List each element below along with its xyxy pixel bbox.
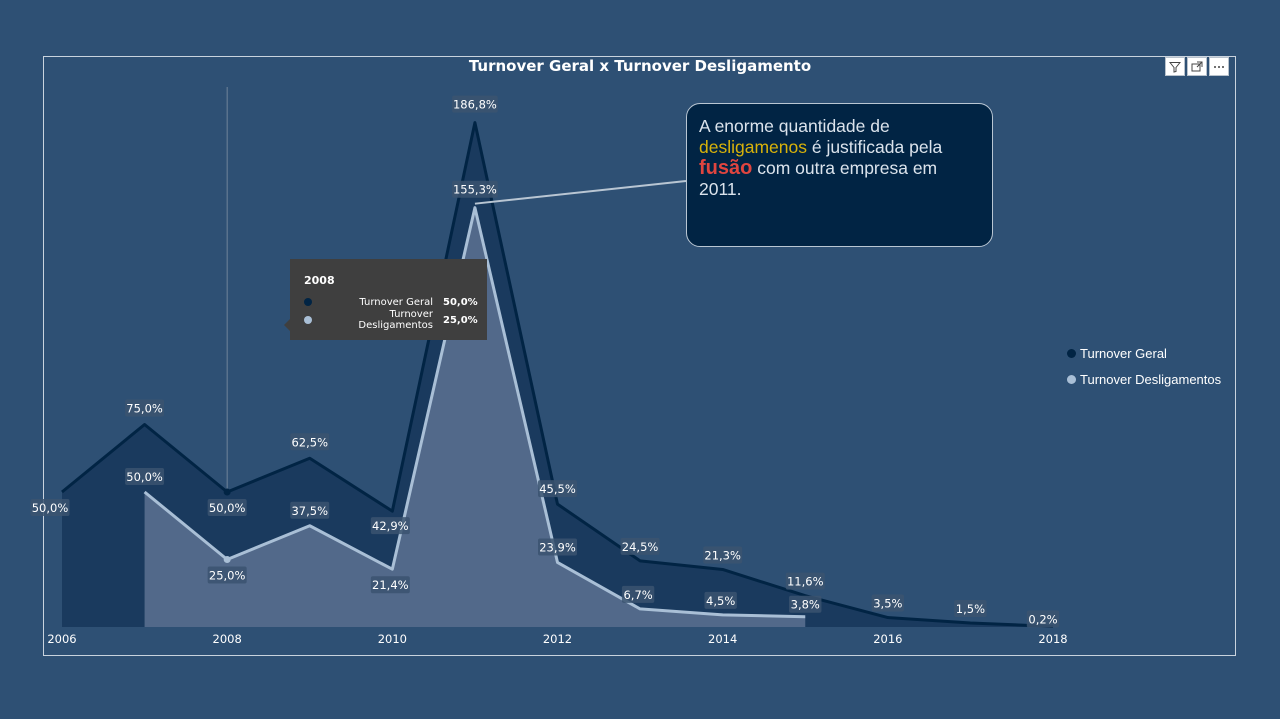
data-label-bg <box>538 480 577 498</box>
data-label: 186,8% <box>453 98 497 112</box>
more-options-icon[interactable] <box>1209 57 1229 76</box>
tooltip-series-label: Turnover Geral <box>359 296 433 308</box>
series-area-0 <box>62 122 1053 627</box>
tooltip-series-value: 25,0% <box>443 314 478 326</box>
data-label: 50,0% <box>32 501 69 515</box>
data-label-bg <box>871 594 905 612</box>
legend-item-turnover-geral[interactable]: Turnover Geral <box>1067 345 1221 361</box>
data-label-bg <box>207 499 247 516</box>
data-label-bg <box>452 180 498 198</box>
data-label: 11,6% <box>787 575 824 589</box>
legend-dot <box>1067 374 1076 384</box>
data-label: 1,5% <box>956 602 985 616</box>
tooltip-row: Turnover Desligamentos 25,0% <box>304 309 478 331</box>
data-label: 3,5% <box>873 597 902 611</box>
annotation-highlight-fusao: fusão <box>699 157 753 179</box>
data-label: 25,0% <box>209 569 246 583</box>
tooltip-series-dot <box>304 298 312 306</box>
data-label-bg <box>621 585 655 603</box>
data-label-bg <box>452 95 498 113</box>
x-tick-label: 2016 <box>873 632 902 646</box>
legend-label: Turnover Geral <box>1080 345 1167 361</box>
data-label: 6,7% <box>623 588 652 602</box>
annotation-text-3: com outra empresa em 2011. <box>699 158 938 199</box>
data-label: 21,3% <box>704 548 741 562</box>
data-label: 75,0% <box>126 402 163 416</box>
data-label: 50,0% <box>126 470 163 484</box>
data-label: 37,5% <box>291 504 328 518</box>
tooltip-series-dot <box>304 316 312 324</box>
series-line-1 <box>143 206 806 619</box>
data-label-bg <box>370 517 410 535</box>
tooltip-row: Turnover Geral 50,0% <box>304 293 478 311</box>
data-label: 21,4% <box>372 578 409 592</box>
chart-legend: Turnover Geral Turnover Desligamentos <box>1067 345 1221 397</box>
data-label: 42,9% <box>372 519 409 533</box>
data-label-bg <box>538 538 577 556</box>
x-tick-label: 2008 <box>213 632 242 646</box>
legend-dot <box>1067 348 1076 358</box>
x-tick-label: 2018 <box>1038 632 1067 646</box>
x-tick-label: 2012 <box>543 632 572 646</box>
data-label: 23,9% <box>539 540 576 554</box>
focus-mode-icon[interactable] <box>1187 57 1207 76</box>
tooltip-series-label: Turnover Desligamentos <box>358 309 433 331</box>
annotation-highlight-desligamentos: desligamenos <box>699 137 807 157</box>
data-label: 3,8% <box>791 598 820 612</box>
filter-icon[interactable] <box>1165 57 1185 76</box>
data-label: 4,5% <box>706 594 735 608</box>
hover-tooltip: 2008 Turnover Geral 50,0% Turnover Desli… <box>284 259 487 340</box>
chart-frame <box>43 56 1236 656</box>
x-tick-label: 2014 <box>708 632 737 646</box>
legend-item-turnover-desligamentos[interactable]: Turnover Desligamentos <box>1067 371 1221 387</box>
visual-header-icons <box>1165 57 1229 76</box>
tooltip-title: 2008 <box>304 274 335 287</box>
hover-point <box>223 488 231 496</box>
series-area-1 <box>144 207 806 627</box>
annotation-text-1: A enorme quantidade de <box>699 116 890 136</box>
data-label-bg <box>125 399 165 417</box>
annotation-connector <box>474 180 687 205</box>
data-label-bg <box>290 501 330 519</box>
data-label-bg <box>30 499 70 516</box>
data-label-bg <box>703 546 743 564</box>
data-label-bg <box>789 595 822 613</box>
data-label-bg <box>620 537 660 555</box>
data-label-bg <box>290 433 330 451</box>
data-label-bg <box>370 576 410 594</box>
data-label-bg <box>125 468 165 485</box>
data-label: 24,5% <box>622 540 659 554</box>
tooltip-series-value: 50,0% <box>443 296 478 308</box>
data-label-bg <box>1026 610 1060 628</box>
data-label: 155,3% <box>453 183 497 197</box>
annotation-callout: A enorme quantidade de desligamenos é ju… <box>686 103 993 247</box>
data-label-bg <box>207 566 247 584</box>
legend-label: Turnover Desligamentos <box>1080 371 1222 387</box>
chart-title: Turnover Geral x Turnover Desligamento <box>468 57 812 75</box>
data-label: 62,5% <box>291 435 328 449</box>
data-label: 50,0% <box>209 501 246 515</box>
data-label-bg <box>954 599 987 617</box>
x-tick-label: 2010 <box>378 632 407 646</box>
hover-point <box>223 556 231 563</box>
data-label-bg <box>704 591 737 609</box>
data-label-bg <box>785 572 825 590</box>
annotation-text-2: é justificada pela <box>806 137 943 157</box>
data-label: 45,5% <box>539 482 576 496</box>
x-tick-label: 2006 <box>47 632 76 646</box>
data-label: 0,2% <box>1028 612 1057 626</box>
